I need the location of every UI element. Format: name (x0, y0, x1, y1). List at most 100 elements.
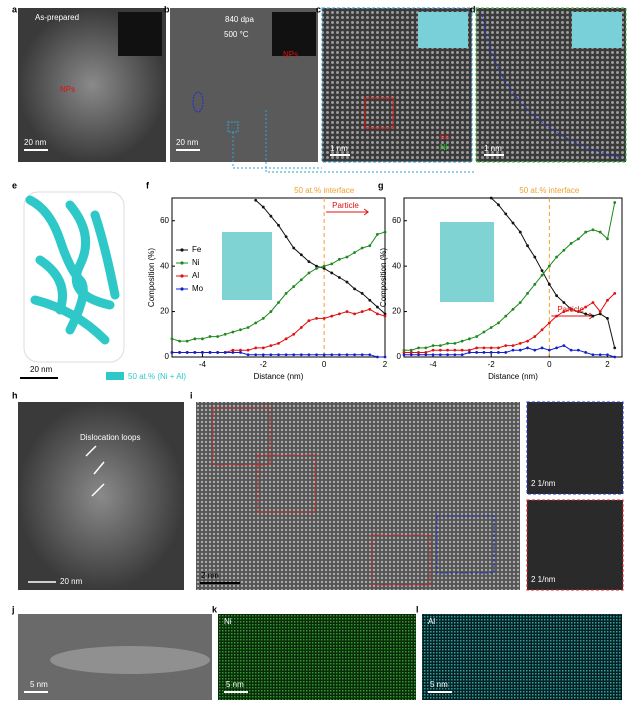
y-tick-label: 40 (160, 261, 169, 270)
panel-label: c (316, 4, 321, 14)
plot-frame (403, 197, 623, 358)
y-tick-label: 60 (392, 216, 401, 225)
x-tick-label: -4 (430, 360, 438, 369)
panel-label: d (470, 4, 476, 14)
data-point (598, 353, 602, 357)
data-point (254, 353, 258, 357)
data-point (193, 337, 197, 341)
data-point (460, 348, 464, 352)
diffraction-inset (272, 12, 316, 56)
data-point (475, 346, 479, 350)
data-point (409, 351, 413, 354)
scale-label: 2 nm (201, 571, 219, 580)
data-point (577, 348, 580, 352)
data-point (584, 305, 588, 309)
data-point (555, 346, 558, 350)
data-point (598, 312, 602, 316)
inset (418, 12, 468, 48)
data-point (178, 351, 182, 354)
inset (572, 12, 622, 48)
data-point (299, 253, 303, 257)
data-point (201, 337, 204, 341)
data-point (368, 307, 372, 311)
data-point (216, 351, 220, 354)
data-point (337, 257, 341, 261)
data-point (446, 353, 449, 357)
data-point (375, 232, 379, 236)
data-point (613, 355, 617, 359)
data-point (468, 348, 471, 352)
data-point (292, 332, 296, 336)
legend-swatch (106, 372, 124, 380)
data-point (353, 353, 356, 357)
data-point (292, 285, 296, 288)
data-point (315, 353, 318, 357)
data-point (292, 353, 296, 357)
data-point (562, 301, 566, 304)
data-point (375, 312, 379, 316)
data-point (185, 351, 189, 354)
data-point (453, 341, 457, 345)
data-point (254, 198, 258, 202)
data-point (511, 221, 515, 225)
connector (232, 110, 476, 173)
data-point (584, 351, 588, 354)
data-point (460, 339, 464, 343)
isosurface (25, 195, 120, 345)
image-k (218, 614, 416, 700)
legend-marker (180, 248, 184, 252)
data-point (555, 255, 558, 259)
x-tick-label: -2 (488, 360, 496, 369)
x-tick-label: -2 (260, 360, 268, 369)
annotation: NPs (283, 50, 298, 59)
series-line (172, 308, 386, 353)
data-point (424, 351, 428, 354)
data-point (606, 298, 609, 302)
data-point (518, 301, 522, 304)
panel-label: k (212, 604, 218, 614)
data-point (322, 353, 326, 357)
data-point (613, 346, 617, 350)
series-line (255, 199, 386, 315)
data-point (231, 330, 235, 334)
data-point (468, 337, 471, 341)
data-point (345, 255, 349, 259)
data-point (424, 346, 428, 350)
data-point (330, 271, 334, 275)
data-point (402, 351, 406, 354)
data-point (307, 353, 311, 357)
data-point (231, 348, 235, 352)
series-line (404, 202, 616, 351)
data-point (246, 353, 250, 357)
overlay (364, 97, 394, 129)
data-point (438, 353, 442, 357)
data-point (569, 348, 573, 352)
data-point (518, 341, 522, 345)
data-point (547, 321, 551, 325)
data-point (547, 348, 551, 352)
data-point (577, 310, 580, 313)
data-point (417, 346, 420, 350)
data-point (322, 264, 326, 268)
data-point (277, 353, 280, 357)
data-point (504, 351, 508, 354)
panel-label: h (12, 390, 18, 400)
fft-2 (526, 499, 624, 591)
data-point (261, 353, 265, 357)
data-point (246, 348, 250, 352)
panel-label: g (378, 180, 384, 190)
data-point (511, 344, 515, 348)
data-point (254, 321, 258, 325)
data-point (223, 332, 227, 336)
data-point (375, 305, 379, 309)
y-tick-label: 60 (160, 216, 169, 225)
data-point (417, 351, 420, 354)
legend-label: 50 at.% (Ni + Al) (128, 372, 186, 381)
image-i (196, 402, 520, 590)
data-point (489, 346, 493, 350)
data-point (555, 314, 558, 318)
data-point (518, 230, 522, 234)
x-tick-label: 0 (322, 360, 327, 369)
x-tick-label: 2 (605, 360, 610, 369)
scale-label: 5 nm (226, 680, 244, 689)
